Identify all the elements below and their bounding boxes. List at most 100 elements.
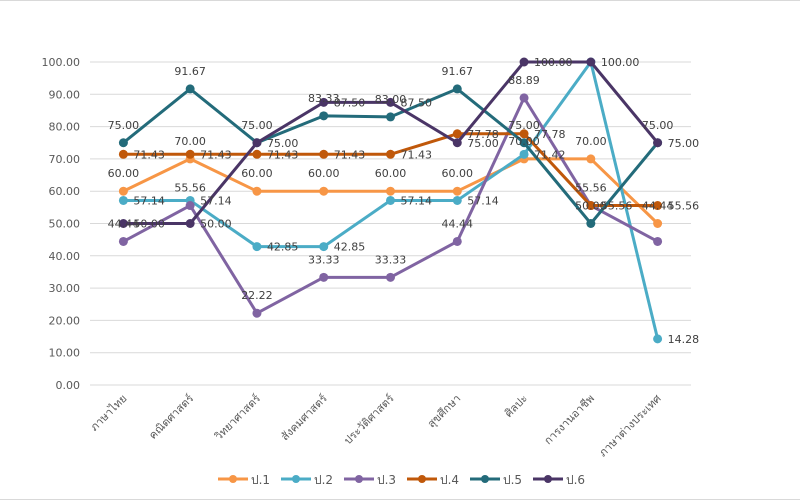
- data-label: 77.78: [467, 128, 499, 141]
- data-label: 75.00: [508, 119, 540, 132]
- data-point: [653, 138, 663, 148]
- data-label: 22.22: [241, 289, 273, 302]
- data-label: 44.44: [442, 217, 474, 230]
- data-point: [519, 138, 529, 148]
- data-point: [586, 219, 596, 228]
- data-label: 70.00: [508, 135, 540, 148]
- data-label: 33.33: [375, 253, 407, 266]
- data-point: [653, 201, 663, 211]
- x-axis-category-labels: ภาษาไทย คณิตศาสตร์ วิทยาศาสตร์ สังคมศาสตร์ป…: [88, 392, 664, 459]
- data-point: [653, 334, 663, 344]
- x-category-label: สุขศึกษา: [425, 392, 463, 430]
- data-label: 75.00: [467, 137, 499, 150]
- x-category-label: วิทยาศาสตร์: [212, 392, 264, 444]
- legend-marker-icon: [229, 475, 237, 483]
- legend-item: ป.5: [470, 473, 522, 487]
- data-point: [118, 186, 128, 196]
- data-label: 75.00: [267, 137, 299, 150]
- data-label: 57.14: [401, 194, 433, 207]
- data-point: [386, 186, 395, 196]
- data-point: [653, 236, 663, 246]
- data-label: 71.43: [133, 148, 165, 161]
- data-point: [386, 272, 395, 282]
- legend-label: ป.2: [314, 473, 333, 487]
- data-point: [319, 111, 329, 121]
- data-label: 71.43: [334, 148, 366, 161]
- series-lines: [118, 57, 663, 344]
- series-5: [118, 84, 663, 228]
- legend-item: ป.2: [281, 473, 333, 487]
- legend-marker-icon: [544, 475, 552, 483]
- data-point: [586, 154, 596, 164]
- data-point: [118, 149, 128, 159]
- x-category-label: การงานอาชีพ: [542, 392, 597, 447]
- x-category-label: ภาษาไทย: [88, 392, 130, 434]
- data-label: 91.67: [174, 65, 206, 78]
- data-label: 71.43: [401, 148, 433, 161]
- y-tick-label: 60.00: [49, 185, 81, 198]
- y-tick-label: 30.00: [49, 282, 81, 295]
- data-label: 57.14: [467, 194, 499, 207]
- data-label: 88.89: [508, 74, 540, 87]
- data-label: 100.00: [534, 56, 573, 69]
- data-point: [452, 236, 462, 246]
- data-label: 55.56: [575, 182, 607, 195]
- x-category-label: สังคมศาสตร์: [278, 392, 329, 443]
- y-tick-label: 20.00: [49, 314, 81, 327]
- y-tick-label: 50.00: [49, 218, 81, 231]
- data-point: [319, 149, 329, 159]
- data-label: 71.42: [534, 148, 566, 161]
- y-tick-label: 100.00: [42, 56, 81, 69]
- data-label: 60.00: [108, 167, 140, 180]
- data-point: [319, 272, 329, 282]
- data-label: 42.85: [267, 241, 299, 254]
- data-label: 50.00: [200, 218, 232, 231]
- data-label: 60.00: [308, 167, 340, 180]
- data-point: [452, 84, 462, 94]
- data-point: [386, 112, 395, 122]
- data-label: 75.00: [108, 119, 140, 132]
- data-point: [185, 201, 195, 211]
- data-label: 60.00: [442, 167, 474, 180]
- data-label: 55.56: [668, 200, 700, 213]
- data-point: [252, 138, 262, 148]
- data-label: 57.14: [133, 194, 165, 207]
- y-axis-tick-labels: 0.00 10.00 20.00 30.00 40.00 50.00 60.00 70.00 8…: [42, 56, 81, 392]
- series-6: [118, 57, 663, 228]
- legend-marker-icon: [355, 475, 363, 483]
- data-point: [452, 195, 462, 205]
- data-point: [185, 149, 195, 159]
- data-label: 75.00: [642, 119, 674, 132]
- data-point: [386, 97, 395, 107]
- data-point: [118, 219, 128, 228]
- legend-marker-icon: [418, 475, 426, 483]
- data-label: 83.00: [375, 93, 407, 106]
- legend-item: ป.3: [344, 473, 396, 487]
- data-point: [452, 129, 462, 139]
- data-point: [252, 308, 262, 318]
- data-label: 83.33: [308, 92, 340, 105]
- legend-label: ป.4: [440, 473, 459, 487]
- data-point: [252, 186, 262, 196]
- x-category-label: ภาษาต่างประเทศ: [596, 392, 663, 459]
- data-point: [319, 186, 329, 196]
- data-point: [586, 57, 596, 67]
- x-category-label: ประวัติศาสตร์: [341, 392, 396, 447]
- y-tick-label: 80.00: [49, 121, 81, 134]
- x-category-label: ศิลปะ: [502, 392, 530, 420]
- data-label: 75.00: [241, 119, 273, 132]
- data-label: 33.33: [308, 253, 340, 266]
- data-label: 87.50: [401, 96, 433, 109]
- y-tick-label: 70.00: [49, 153, 81, 166]
- data-point: [386, 195, 395, 205]
- data-label: 71.43: [267, 148, 299, 161]
- data-point: [252, 149, 262, 159]
- legend-item: ป.6: [533, 473, 585, 487]
- legend-item: ป.4: [407, 473, 459, 487]
- data-point: [519, 129, 529, 139]
- data-label: 70.00: [174, 135, 206, 148]
- data-label: 100.00: [601, 56, 640, 69]
- data-label: 50.00: [133, 218, 165, 231]
- y-tick-label: 0.00: [56, 379, 81, 392]
